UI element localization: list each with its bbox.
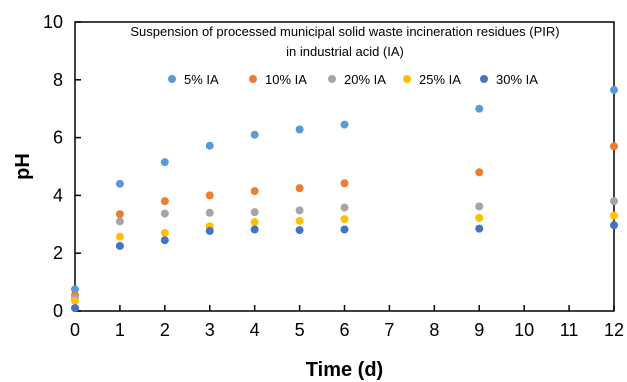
data-point-series-4: [475, 224, 484, 233]
data-point-series-3: [340, 215, 349, 224]
data-point-series-3: [160, 228, 169, 237]
data-point-series-0: [475, 104, 484, 113]
data-point-series-1: [115, 210, 124, 219]
data-point-series-0: [610, 85, 618, 94]
x-tick-label: 4: [250, 320, 260, 340]
data-point-series-4: [295, 226, 304, 235]
data-point-series-0: [115, 179, 124, 188]
data-point-series-4: [115, 241, 124, 250]
x-tick-label: 2: [160, 320, 170, 340]
data-point-series-4: [610, 221, 618, 230]
x-tick-label: 8: [429, 320, 439, 340]
data-point-series-1: [340, 179, 349, 188]
x-tick-label: 12: [604, 320, 624, 340]
y-tick-label: 0: [53, 301, 63, 321]
x-tick-label: 3: [205, 320, 215, 340]
data-point-series-1: [250, 187, 259, 196]
legend-label: 5% IA: [184, 72, 219, 87]
data-point-series-0: [71, 285, 79, 294]
x-tick-label: 10: [514, 320, 534, 340]
data-point-series-2: [295, 206, 304, 215]
legend: 5% IA 10% IA 20% IA 25% IA 30% IA: [168, 72, 538, 87]
legend-label: 10% IA: [265, 72, 307, 87]
y-tick-label: 6: [53, 128, 63, 148]
data-point-series-2: [160, 209, 169, 218]
data-point-series-3: [71, 296, 79, 305]
plot-area: [74, 21, 615, 312]
data-point-series-3: [250, 217, 259, 226]
x-tick-label: 9: [474, 320, 484, 340]
data-point-series-2: [610, 197, 618, 206]
data-point-series-2: [340, 203, 349, 212]
legend-marker: [480, 75, 488, 83]
y-tick-label: 10: [43, 12, 63, 32]
data-point-series-0: [160, 158, 169, 167]
y-tick-label: 4: [53, 185, 63, 205]
data-points: [71, 85, 618, 313]
data-point-series-3: [295, 216, 304, 225]
data-point-series-1: [610, 142, 618, 151]
x-tick-label: 7: [384, 320, 394, 340]
data-point-series-4: [250, 225, 259, 234]
data-point-series-3: [610, 211, 618, 220]
chart-title-line: in industrial acid (IA): [286, 44, 404, 59]
y-tick-label: 2: [53, 243, 63, 263]
data-point-series-2: [475, 202, 484, 211]
data-point-series-2: [250, 208, 259, 217]
legend-marker: [328, 75, 336, 83]
x-tick-label: 11: [560, 320, 579, 340]
data-point-series-0: [340, 120, 349, 129]
x-tick-label: 0: [70, 320, 80, 340]
y-tick-label: 8: [53, 70, 63, 90]
chart-title-line: Suspension of processed municipal solid …: [130, 24, 559, 39]
x-tick-label: 5: [295, 320, 305, 340]
legend-label: 30% IA: [496, 72, 538, 87]
chart-title: Suspension of processed municipal solid …: [130, 24, 559, 59]
data-point-series-0: [250, 130, 259, 139]
legend-marker: [403, 75, 411, 83]
x-tick-label: 1: [115, 320, 125, 340]
data-point-series-4: [160, 236, 169, 245]
y-axis-ticks: 0 2 4 6 8 10: [43, 12, 81, 321]
legend-marker: [249, 75, 257, 83]
data-point-series-0: [205, 141, 214, 150]
plot-border: [74, 21, 615, 312]
data-point-series-3: [475, 213, 484, 222]
y-axis-title: pH: [12, 153, 34, 180]
x-axis-title: Time (d): [306, 359, 383, 381]
data-point-series-4: [71, 304, 79, 313]
legend-label: 25% IA: [419, 72, 461, 87]
data-point-series-0: [295, 125, 304, 134]
data-point-series-4: [340, 225, 349, 234]
data-point-series-1: [475, 168, 484, 177]
legend-label: 20% IA: [344, 72, 386, 87]
data-point-series-4: [205, 226, 214, 235]
x-axis-ticks: 0 1 2 3 4 5 6 7 8 9 10 11 12: [70, 305, 624, 340]
data-point-series-1: [295, 184, 304, 193]
data-point-series-3: [115, 232, 124, 241]
legend-marker: [168, 75, 176, 83]
data-point-series-1: [160, 197, 169, 206]
x-tick-label: 6: [339, 320, 349, 340]
data-point-series-2: [115, 217, 124, 226]
data-point-series-1: [205, 191, 214, 200]
data-point-series-2: [205, 208, 214, 217]
